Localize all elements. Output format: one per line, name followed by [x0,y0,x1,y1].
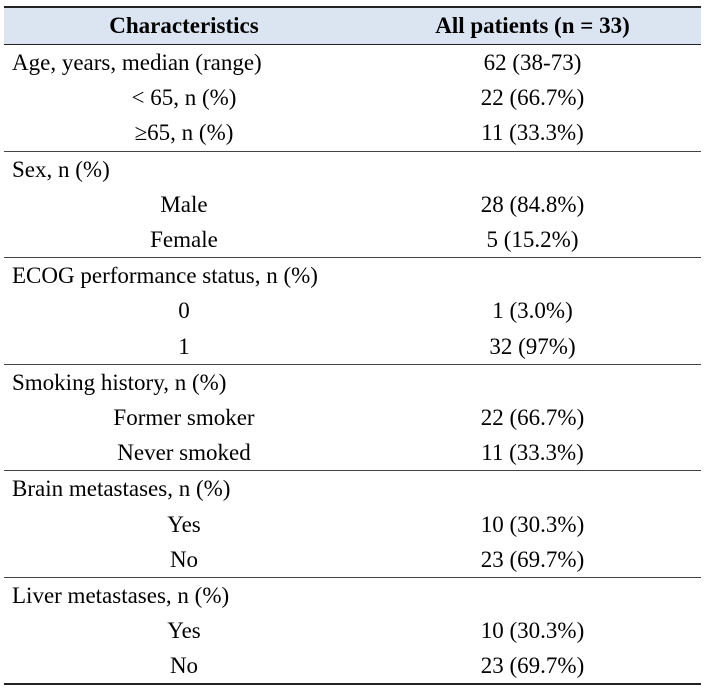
characteristics-table: Characteristics All patients (n = 33) Ag… [4,6,701,686]
value-cell: 10 (30.3%) [480,618,585,644]
sub-row: Yes 10 (30.3%) [4,613,701,648]
sub-row: Yes 10 (30.3%) [4,506,701,541]
sub-row: ≥65, n (%) 11 (33.3%) [4,115,701,151]
sub-label: < 65, n (%) [131,85,237,111]
sub-label: 0 [178,298,190,324]
value-cell [364,150,701,187]
table-body: Age, years, median (range) 62 (38-73) < 65… [4,44,701,686]
value-cell: 5 (15.2%) [486,227,579,253]
group-row: Liver metastases, n (%) [4,576,701,613]
sub-label: Yes [167,511,201,537]
sub-row: 0 1 (3.0%) [4,293,701,328]
sub-label: 1 [178,333,190,359]
group-title: ECOG performance status, n (%) [4,257,364,294]
value-cell: 23 (69.7%) [480,546,585,572]
value-cell: 32 (97%) [489,333,576,359]
header-row: Characteristics All patients (n = 33) [4,6,701,45]
sub-label: ≥65, n (%) [134,120,234,146]
sub-label: Former smoker [113,404,255,430]
group-row: Smoking history, n (%) [4,363,701,400]
sub-row: Male 28 (84.8%) [4,187,701,222]
value-cell: 11 (33.3%) [481,120,584,146]
sub-label: Never smoked [117,440,251,466]
sub-label: Male [160,191,208,217]
group-title: Age, years, median (range) [4,44,364,81]
value-cell [364,470,701,507]
sub-row: No 23 (69.7%) [4,542,701,578]
sub-row: < 65, n (%) 22 (66.7%) [4,80,701,115]
value-cell [364,257,701,294]
value-cell: 28 (84.8%) [480,191,585,217]
group-title: Smoking history, n (%) [4,363,364,400]
value-cell: 1 (3.0%) [492,298,573,324]
group-title: Brain metastases, n (%) [4,470,364,507]
sub-row: Never smoked 11 (33.3%) [4,435,701,471]
value-cell [364,363,701,400]
group-row: Sex, n (%) [4,150,701,187]
sub-label: No [4,648,364,686]
sub-row: Former smoker 22 (66.7%) [4,400,701,435]
sub-row: 1 32 (97%) [4,329,701,365]
sub-row: No 23 (69.7%) [4,648,701,686]
sub-label: Yes [167,618,201,644]
table-container: Characteristics All patients (n = 33) Ag… [4,6,701,686]
sub-label: No [169,546,199,572]
sub-label: Female [150,227,218,253]
header-cell: Characteristics [4,6,364,45]
value-cell: 10 (30.3%) [480,511,585,537]
value-cell: 22 (66.7%) [480,404,585,430]
value-cell: 11 (33.3%) [481,440,584,466]
sub-row: Female 5 (15.2%) [4,222,701,258]
group-row: ECOG performance status, n (%) [4,257,701,294]
group-row: Brain metastases, n (%) [4,470,701,507]
group-title: Liver metastases, n (%) [4,576,364,613]
group-title: Sex, n (%) [4,150,364,187]
value-cell: 23 (69.7%) [364,648,701,686]
value-cell: 22 (66.7%) [480,85,585,111]
value-cell [364,576,701,613]
value-cell: 62 (38-73) [364,44,701,81]
group-row: Age, years, median (range) 62 (38-73) [4,44,701,81]
header-cell: All patients (n = 33) [364,6,701,45]
